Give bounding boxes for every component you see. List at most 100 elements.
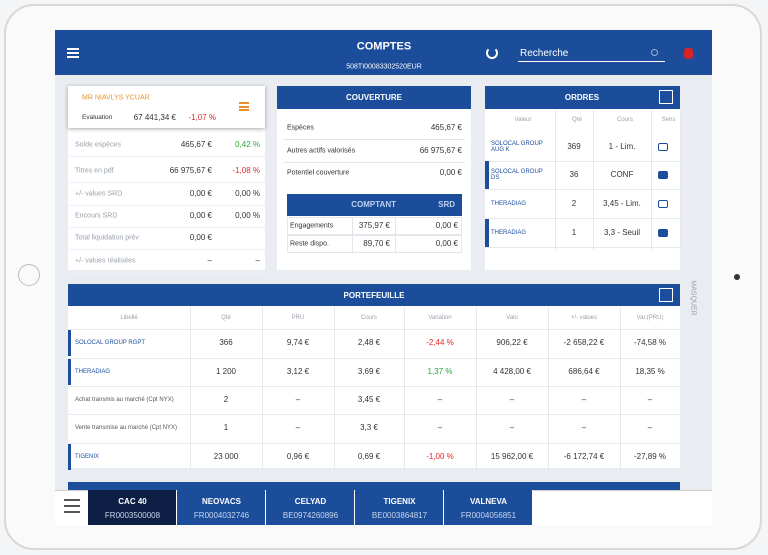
column-header: Valeur (514, 117, 532, 123)
row-value: 0,00 € (435, 221, 458, 230)
row-value: 66 975,67 € (169, 166, 212, 175)
evaluation-label: Evaluation (82, 113, 113, 121)
row-value: 0,00 € (189, 233, 212, 242)
position-cell: 15 962,00 € (490, 452, 534, 461)
position-name: SOLOCAL GROUP RGPT (75, 340, 146, 346)
row-divider (68, 443, 680, 444)
row-value: – (207, 256, 212, 265)
row-value: 465,67 € (430, 123, 462, 132)
column-divider (555, 110, 556, 250)
position-cell: 3,45 € (357, 395, 381, 404)
row-divider (68, 358, 680, 359)
row-marker (68, 330, 71, 356)
order-price: CONF (610, 170, 634, 179)
column-divider (651, 110, 652, 250)
position-cell: -6 172,74 € (563, 452, 605, 461)
search-icon[interactable] (651, 49, 658, 56)
order-name: SOLOCAL GROUP AUG K (491, 141, 543, 153)
position-cell: 9,74 € (286, 338, 310, 347)
ticker-code: FR0004032746 (193, 511, 250, 520)
row-value: 465,67 € (180, 140, 212, 149)
row-label: Espèces (287, 124, 314, 132)
order-price: 3,3 - Seuil (603, 228, 641, 237)
row-marker (485, 219, 489, 247)
column-divider (334, 307, 335, 468)
ticker-name: CAC 40 (118, 497, 147, 506)
position-cell: 18,35 % (635, 367, 665, 376)
column-header: Sens (661, 117, 676, 123)
row-divider (283, 139, 465, 140)
ticker-name: TIGENIX (383, 497, 416, 506)
ticker-name: NEOVACS (202, 497, 241, 506)
evaluation-value: 67 441,34 € (133, 113, 176, 122)
position-cell: – (509, 395, 515, 404)
column-header: Cours (616, 117, 634, 123)
ticker-item[interactable] (444, 490, 533, 525)
cell-divider (395, 235, 396, 253)
ticker-menu-icon[interactable] (64, 499, 80, 513)
row-value: 89,70 € (363, 239, 390, 248)
row-label: Solde espèces (75, 141, 121, 149)
column-divider (476, 307, 477, 468)
order-direction-icon[interactable] (658, 171, 668, 179)
row-divider (485, 247, 680, 248)
home-button[interactable] (18, 264, 40, 286)
position-cell: 2 (223, 395, 229, 404)
row-marker (485, 161, 489, 189)
row-value: 66 975,67 € (419, 146, 462, 155)
position-cell: – (647, 423, 653, 432)
order-qty: 2 (571, 199, 577, 208)
position-cell: -1,00 % (426, 452, 454, 461)
position-cell: 23 000 (213, 452, 239, 461)
ticker-item[interactable] (177, 490, 266, 525)
panel-header (485, 86, 680, 109)
menu-icon[interactable] (67, 48, 79, 58)
position-cell: – (647, 395, 653, 404)
row-change: – (255, 256, 260, 265)
position-cell: 366 (219, 338, 233, 347)
row-value: 0,00 € (435, 239, 458, 248)
position-cell: – (509, 423, 515, 432)
row-change: -1,08 % (232, 166, 260, 175)
ticker-item[interactable] (88, 490, 177, 525)
couverture-panel (277, 86, 471, 270)
row-label: Encours SRD (75, 212, 118, 220)
cell-divider (352, 235, 353, 253)
row-label: +/- values SRD (75, 190, 123, 198)
order-direction-icon[interactable] (658, 200, 668, 208)
order-qty: 1 (571, 228, 577, 237)
subtable-header (287, 194, 462, 216)
row-label: +/- values réalisées (75, 257, 136, 265)
expand-icon[interactable] (659, 90, 673, 104)
alert-icon[interactable] (684, 48, 693, 59)
row-change: 0,00 % (235, 189, 260, 198)
row-divider (68, 329, 680, 330)
order-direction-icon[interactable] (658, 143, 668, 151)
position-cell: 3,3 € (360, 423, 378, 432)
row-label: Reste dispo. (290, 240, 329, 248)
position-cell: – (581, 395, 587, 404)
row-change: 0,42 % (235, 140, 260, 149)
position-cell: 0,96 € (286, 452, 310, 461)
ticker-item[interactable] (266, 490, 355, 525)
expand-icon[interactable] (659, 288, 673, 302)
refresh-icon[interactable] (486, 47, 498, 59)
ticker-code: FR0003500008 (104, 511, 161, 520)
account-number: 508TI00083302520EUR (346, 63, 422, 71)
account-card[interactable] (68, 86, 265, 128)
row-marker (68, 444, 71, 470)
orders-panel (485, 86, 680, 270)
row-divider (485, 218, 680, 219)
position-cell: -2 658,22 € (563, 338, 605, 347)
header-bar (55, 30, 712, 75)
position-cell: – (437, 395, 443, 404)
order-direction-icon[interactable] (658, 229, 668, 237)
order-qty: 369 (567, 142, 581, 151)
row-divider (68, 386, 680, 387)
ticker-item[interactable] (355, 490, 444, 525)
column-header: Cours (360, 315, 378, 321)
row-label: Engagements (290, 222, 334, 230)
cell-divider (395, 217, 396, 235)
account-menu-icon[interactable] (239, 102, 249, 111)
